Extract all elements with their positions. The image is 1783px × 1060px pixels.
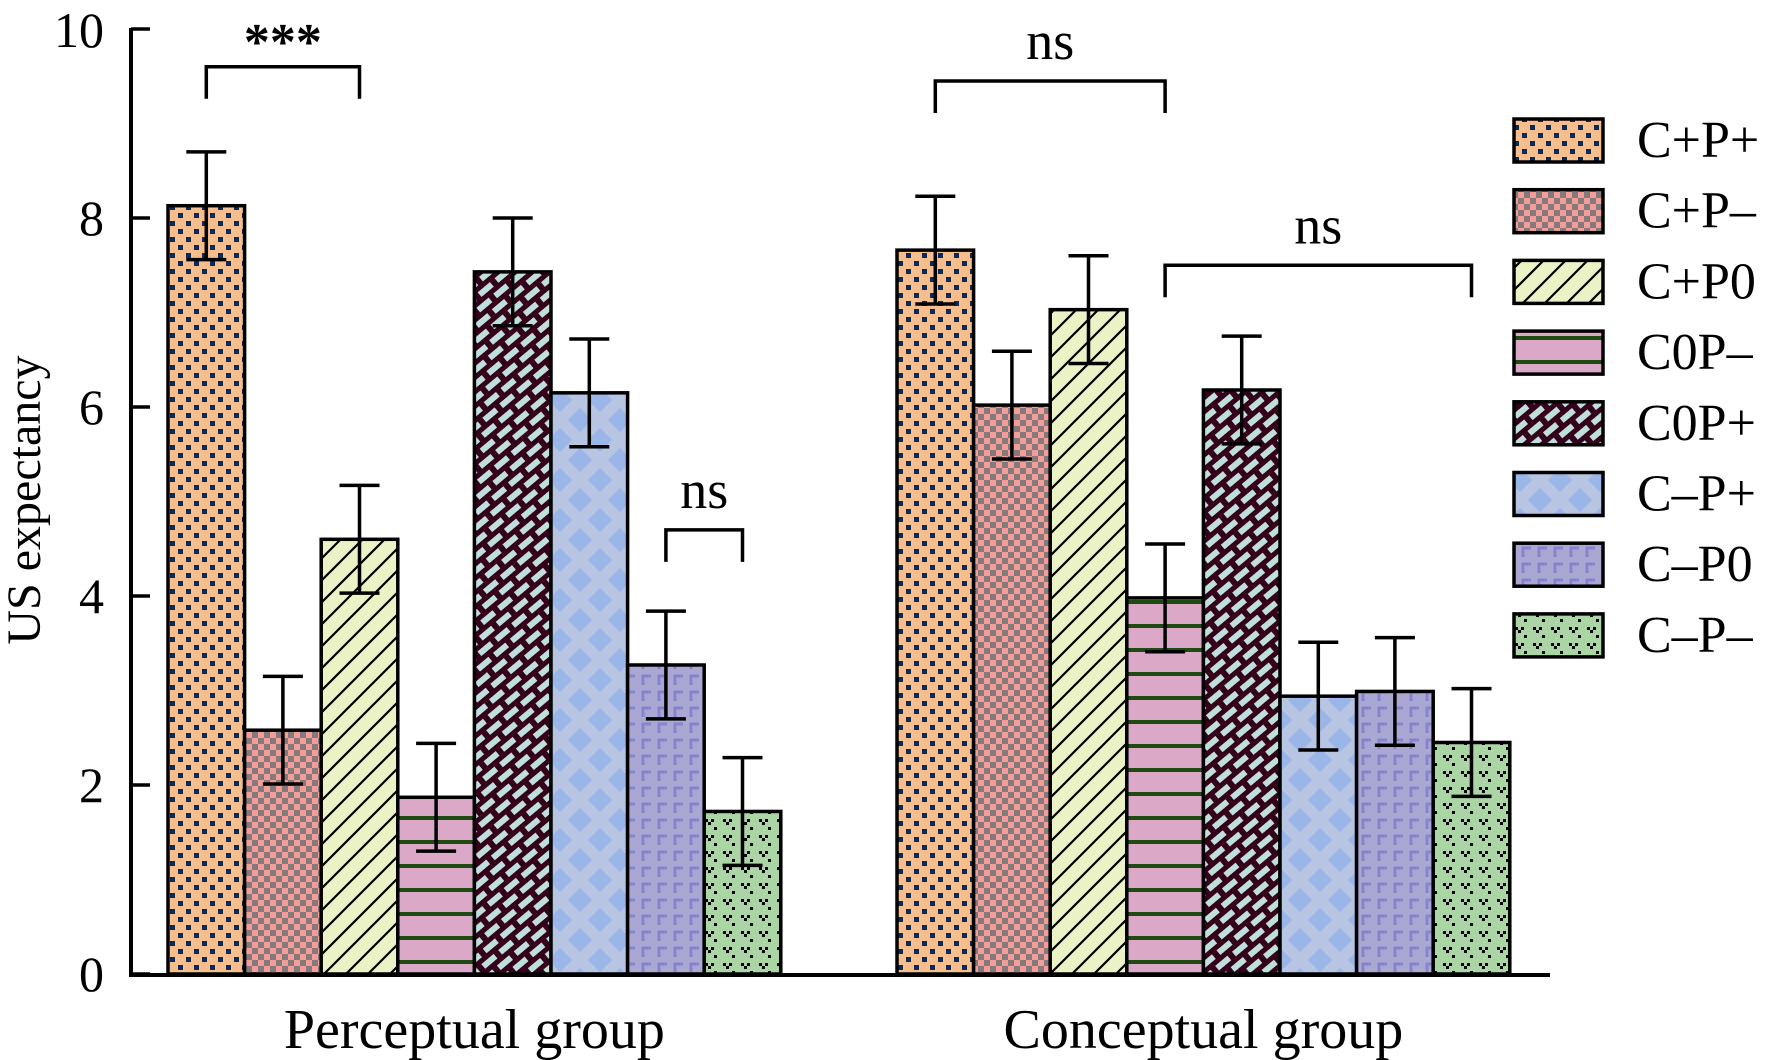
bar-perceptual-7 <box>702 809 783 976</box>
error-bar <box>262 674 303 786</box>
error-bars-layer <box>186 150 1492 868</box>
legend-item: C+P– <box>1512 183 1757 240</box>
bar-conceptual-0 <box>895 248 976 976</box>
significance-bracket: ns <box>1163 195 1474 298</box>
axes <box>129 28 1550 977</box>
significance-bracket: ns <box>664 460 745 562</box>
x-category-label: Perceptual group <box>284 999 665 1060</box>
y-axis-label: US expectancy <box>0 355 51 644</box>
y-tick-label: 8 <box>79 190 104 246</box>
bar-perceptual-2 <box>319 537 400 976</box>
legend-label: C+P+ <box>1637 112 1759 169</box>
legend-label: C–P0 <box>1637 536 1753 593</box>
bar-conceptual-2 <box>1048 307 1129 976</box>
legend-item: C+P0 <box>1512 253 1756 310</box>
significance-bracket: ns <box>933 11 1167 113</box>
error-bar <box>186 150 227 262</box>
legend: C+P+ C+P– C+P0 C0P– C0P+ C–P+ C–P0 C–P– <box>1512 112 1759 664</box>
legend-swatch <box>1512 187 1605 235</box>
significance-annotations: *** ns ns ns <box>204 11 1474 562</box>
y-tick-label: 0 <box>79 946 104 1002</box>
y-tick-label: 6 <box>79 379 104 435</box>
x-category-labels: Perceptual group Conceptual group <box>284 999 1403 1060</box>
legend-label: C0P+ <box>1637 395 1756 452</box>
significance-label: ns <box>680 460 728 520</box>
y-ticks: 0 2 4 6 8 10 <box>54 2 150 1002</box>
bars-layer <box>166 203 1512 976</box>
bar-perceptual-5 <box>549 391 630 976</box>
error-bar <box>492 216 533 328</box>
error-bar <box>1298 640 1339 752</box>
error-bar <box>1221 334 1262 446</box>
legend-label: C+P– <box>1637 183 1757 240</box>
legend-swatch <box>1512 612 1605 659</box>
legend-item: C–P+ <box>1512 466 1756 523</box>
y-tick-label: 10 <box>54 2 104 58</box>
error-bar <box>1145 542 1186 654</box>
error-bar <box>1451 686 1492 799</box>
error-bar <box>416 741 457 853</box>
legend-item: C+P+ <box>1512 112 1759 169</box>
y-tick-label: 2 <box>79 757 104 813</box>
legend-label: C–P– <box>1637 607 1754 664</box>
legend-label: C+P0 <box>1637 253 1756 310</box>
legend-label: C–P+ <box>1637 466 1756 523</box>
significance-label: ns <box>1026 11 1074 71</box>
legend-item: C0P– <box>1512 324 1754 381</box>
error-bar <box>339 483 380 595</box>
legend-swatch <box>1512 258 1605 306</box>
error-bar <box>1068 254 1109 366</box>
bar-conceptual-3 <box>1125 596 1206 976</box>
significance-label: *** <box>244 14 322 71</box>
error-bar <box>722 755 763 868</box>
error-bar <box>1374 635 1415 748</box>
legend-item: C–P0 <box>1512 536 1753 593</box>
y-tick-label: 4 <box>79 568 104 624</box>
bar-perceptual-4 <box>472 270 553 976</box>
significance-label: ns <box>1294 195 1342 255</box>
error-bar <box>569 337 610 449</box>
error-bar <box>991 349 1032 461</box>
error-bar <box>645 609 686 721</box>
legend-swatch <box>1512 541 1605 588</box>
legend-item: C–P– <box>1512 607 1754 664</box>
legend-item: C0P+ <box>1512 395 1756 452</box>
legend-swatch <box>1512 470 1605 518</box>
legend-swatch <box>1512 117 1605 164</box>
bar-conceptual-4 <box>1201 388 1282 976</box>
significance-bracket: *** <box>204 14 362 99</box>
bar-perceptual-0 <box>166 203 247 976</box>
bar-conceptual-1 <box>971 403 1052 976</box>
x-category-label: Conceptual group <box>1004 999 1404 1060</box>
legend-label: C0P– <box>1637 324 1754 381</box>
legend-swatch <box>1512 329 1605 376</box>
error-bar <box>915 194 956 306</box>
legend-swatch <box>1512 400 1605 447</box>
